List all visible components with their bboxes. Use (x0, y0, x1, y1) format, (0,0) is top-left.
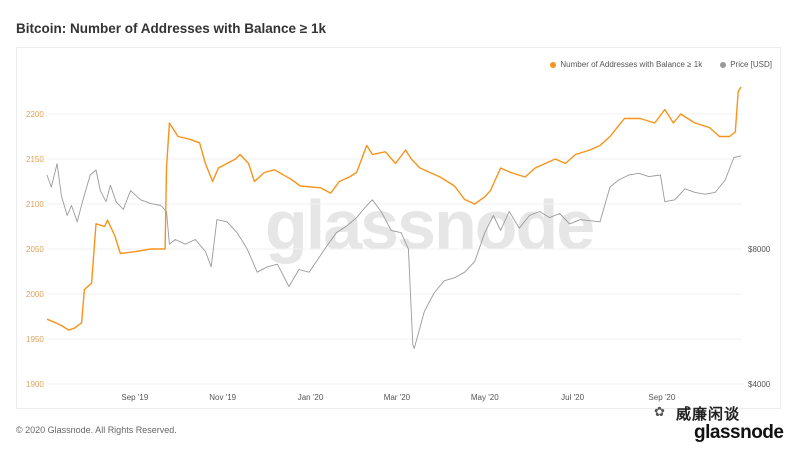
copyright-footer: © 2020 Glassnode. All Rights Reserved. (16, 425, 177, 435)
left-axis-tick-label: 2150 (26, 155, 44, 164)
legend: Number of Addresses with Balance ≥ 1k Pr… (550, 60, 772, 69)
right-axis-tick-label: $8000 (748, 245, 771, 254)
legend-label-addresses: Number of Addresses with Balance ≥ 1k (560, 60, 703, 69)
legend-item-addresses[interactable]: Number of Addresses with Balance ≥ 1k (550, 60, 702, 69)
wechat-account-watermark: 威廉闲谈 (676, 406, 741, 423)
left-axis-tick-label: 1950 (26, 335, 44, 344)
legend-label-price: Price [USD] (730, 60, 772, 69)
center-watermark: glassnode (265, 186, 595, 264)
x-axis-tick-label: Sep '19 (121, 393, 148, 402)
left-axis-tick-label: 1900 (26, 380, 44, 389)
x-axis-tick-label: Sep '20 (648, 393, 675, 402)
legend-dot-addresses (550, 61, 557, 68)
x-axis-tick-label: Jul '20 (561, 393, 584, 402)
right-axis-tick-label: $4000 (748, 380, 771, 389)
glassnode-logo: glassnode (694, 422, 784, 443)
left-axis-tick-label: 2200 (26, 110, 44, 119)
wechat-icon: ✿ (654, 404, 665, 419)
left-axis-tick-label: 2000 (26, 290, 44, 299)
x-axis-tick-label: Jan '20 (298, 393, 324, 402)
x-axis-tick-label: Mar '20 (384, 393, 411, 402)
left-axis-tick-label: 2100 (26, 200, 44, 209)
price-line (46, 155, 742, 349)
left-axis-tick-label: 2050 (26, 245, 44, 254)
addresses-line (46, 86, 742, 331)
legend-dot-price (720, 61, 727, 68)
chart-title: Bitcoin: Number of Addresses with Balanc… (16, 21, 326, 36)
x-axis-tick-label: Nov '19 (209, 393, 236, 402)
chart-card (16, 47, 781, 409)
x-axis-tick-label: May '20 (471, 393, 499, 402)
legend-item-price[interactable]: Price [USD] (720, 60, 772, 69)
